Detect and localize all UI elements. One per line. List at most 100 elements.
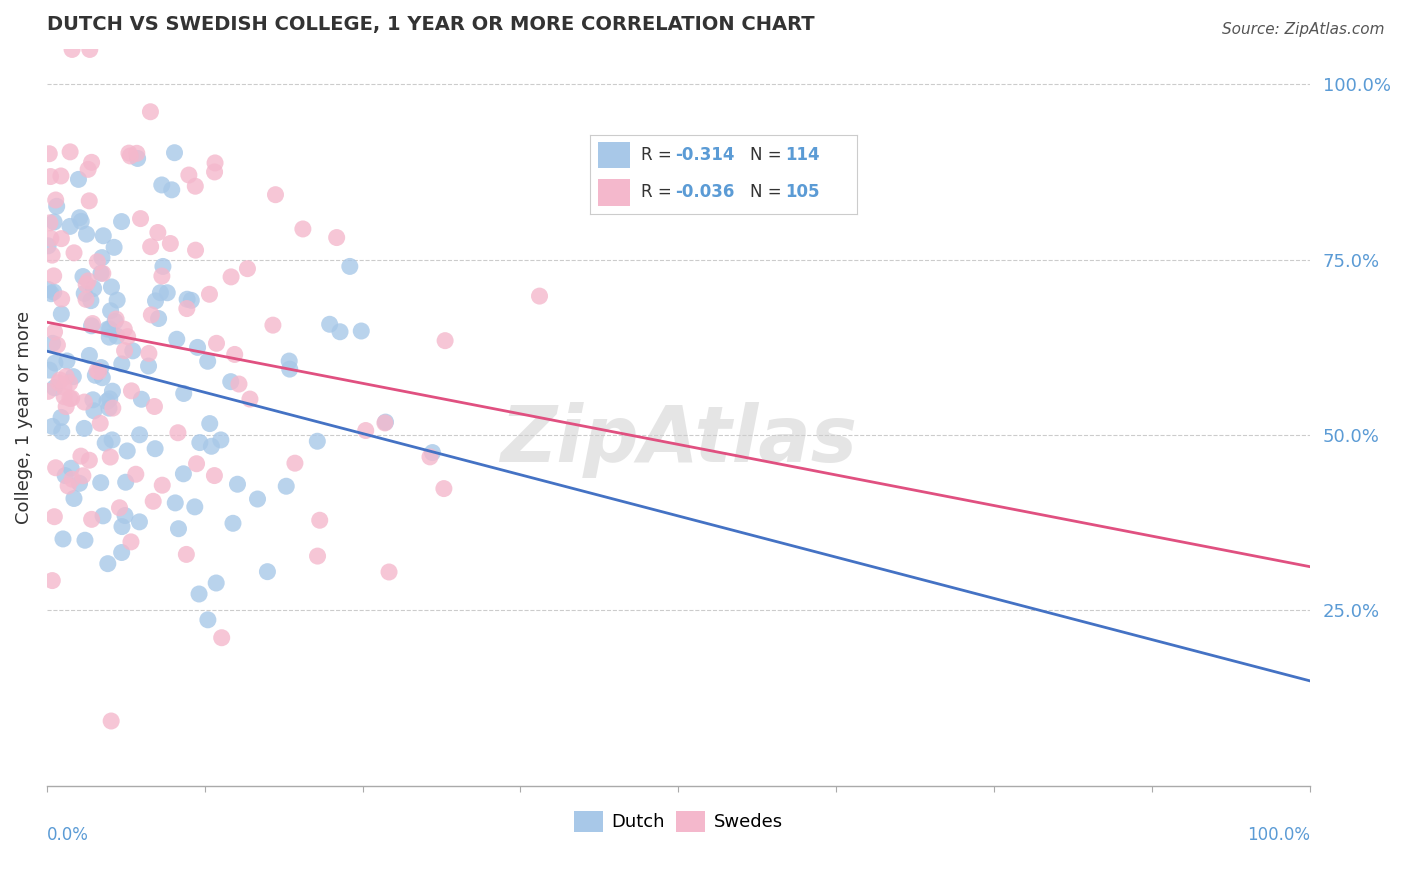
Point [38,146,60,161]
Point [42,268,65,283]
Point [184,243,207,257]
Point [125,467,148,482]
Point [84,368,107,383]
Point [284,456,307,470]
Point [131,392,153,407]
Point [101,384,124,399]
Bar [598,178,630,205]
Point [148,311,170,326]
Point [165,496,187,510]
Point [278,354,301,368]
Point [100,280,122,294]
Point [374,415,396,429]
Point [98,401,121,416]
Point [422,445,444,459]
Point [62,369,84,384]
Point [56,354,79,368]
Point [73,395,96,409]
Point [51,307,73,321]
Point [91,228,114,243]
Point [63,491,86,506]
Point [115,444,138,458]
Point [39,286,62,301]
Point [419,450,441,464]
Point [82,317,104,331]
Point [79,453,101,467]
Point [325,230,347,244]
Point [52,380,75,394]
Point [79,42,101,56]
Point [111,545,134,559]
Point [77,274,100,288]
Point [44,509,66,524]
Point [176,548,198,562]
Point [73,421,96,435]
Point [75,293,97,307]
Point [307,549,329,563]
Point [51,292,73,306]
Point [105,329,128,343]
Point [152,260,174,274]
Point [180,293,202,308]
Point [83,404,105,418]
Point [262,318,284,333]
Point [184,179,207,194]
Point [143,400,166,414]
Point [72,269,94,284]
Point [350,324,373,338]
Point [44,215,66,229]
Point [111,519,134,533]
Point [59,145,82,159]
Point [108,500,131,515]
Point [374,416,396,430]
Point [111,357,134,371]
Point [256,565,278,579]
Point [139,240,162,254]
Point [51,425,73,439]
Point [94,436,117,450]
Point [59,376,82,390]
Point [209,433,232,447]
Point [56,479,79,493]
Text: Source: ZipAtlas.com: Source: ZipAtlas.com [1222,22,1385,37]
Point [149,285,172,300]
Text: -0.314: -0.314 [675,146,735,164]
Point [433,482,456,496]
Point [205,336,228,351]
Point [228,377,250,392]
Point [90,475,112,490]
Point [80,293,103,308]
Point [150,268,173,283]
Point [128,427,150,442]
Point [100,303,122,318]
Point [75,277,97,292]
Point [172,467,194,481]
Point [219,375,242,389]
Point [63,245,86,260]
Point [103,240,125,254]
Point [87,365,110,379]
Point [77,194,100,208]
Point [39,231,62,245]
Point [163,145,186,160]
Point [378,565,401,579]
Point [41,419,63,434]
Text: DUTCH VS SWEDISH COLLEGE, 1 YEAR OR MORE CORRELATION CHART: DUTCH VS SWEDISH COLLEGE, 1 YEAR OR MORE… [46,15,814,34]
Point [114,343,136,358]
Point [150,178,173,192]
Point [529,289,551,303]
Point [46,338,69,352]
Point [146,226,169,240]
Point [60,42,83,56]
Point [44,356,66,370]
Point [278,362,301,376]
Point [120,384,142,398]
Point [96,394,118,409]
Point [246,491,269,506]
Point [239,392,262,406]
Point [202,468,225,483]
Point [143,442,166,456]
Point [291,222,314,236]
Point [120,534,142,549]
Point [49,169,72,183]
